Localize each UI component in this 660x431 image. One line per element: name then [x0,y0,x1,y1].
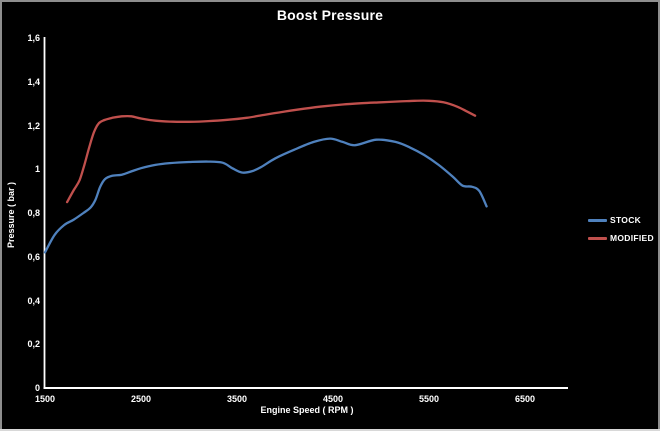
legend-item-modified: MODIFIED [588,233,654,243]
x-tick-label: 1500 [34,394,56,404]
x-tick-label: 6500 [514,394,536,404]
legend-label-stock: STOCK [610,215,642,225]
chart-title: Boost Pressure [276,7,384,23]
y-tick-label: 0,8 [27,208,40,218]
y-tick-label: 1,4 [27,76,40,87]
legend-line-icon [588,236,607,240]
y-axis-title: Pressure ( bar ) [6,181,16,249]
series-line-modified [65,99,477,204]
y-tick-label: 0,2 [27,339,40,350]
legend: STOCK MODIFIED [588,215,654,243]
y-tick-label: 1,6 [27,33,40,43]
y-tick-label: 1,2 [27,120,40,131]
y-tick-label: 1 [34,164,40,175]
series-line-stock [43,137,488,254]
x-axis-title: Engine Speed ( RPM ) [260,405,354,415]
y-tick-label: 0,6 [27,251,40,262]
x-tick-label: 2500 [130,394,152,404]
x-tick-label: 5500 [418,394,440,404]
x-tick-label: 4500 [322,394,344,404]
y-tick-label: 0 [34,383,40,393]
legend-item-stock: STOCK [588,215,654,225]
y-tick-label: 0,4 [27,295,40,306]
legend-label-modified: MODIFIED [610,233,654,243]
legend-line-icon [588,218,607,222]
x-tick-label: 3500 [226,394,248,404]
